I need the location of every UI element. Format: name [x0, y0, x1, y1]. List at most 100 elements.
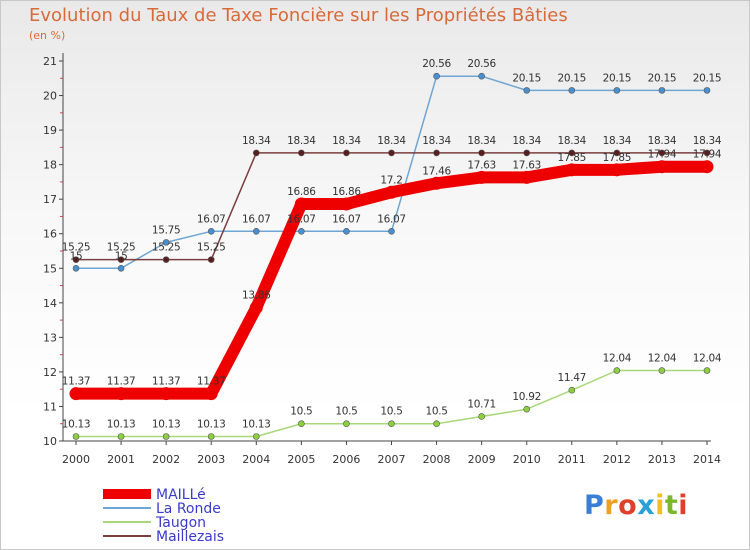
data-label: 16.07	[377, 213, 406, 225]
data-label: 17.85	[603, 152, 632, 164]
data-label: 16.07	[332, 213, 361, 225]
data-label: 18.34	[558, 135, 587, 147]
data-point	[294, 197, 308, 211]
y-tick-label: 12	[43, 366, 57, 379]
y-tick-label: 15	[43, 262, 57, 275]
data-point	[475, 170, 489, 184]
data-label: 10.5	[290, 406, 312, 418]
x-tick-label: 2010	[513, 453, 541, 466]
x-tick-label: 2006	[332, 453, 360, 466]
data-point	[523, 149, 531, 157]
legend-label: La Ronde	[156, 501, 221, 517]
data-label: 11.47	[558, 372, 587, 384]
data-point	[162, 433, 170, 440]
data-label: 18.34	[332, 135, 361, 147]
data-point	[703, 149, 711, 157]
x-tick-label: 2002	[152, 453, 180, 466]
data-label: 18.34	[377, 135, 406, 147]
data-label: 12.04	[648, 353, 677, 365]
data-label: 16.07	[242, 213, 271, 225]
data-point	[252, 433, 260, 440]
data-label: 20.15	[512, 72, 541, 84]
data-label: 16.07	[287, 213, 316, 225]
data-point	[523, 405, 531, 413]
x-tick-label: 2009	[468, 453, 496, 466]
logo-letter: i	[678, 490, 689, 521]
x-tick-label: 2013	[648, 453, 676, 466]
y-tick-label: 20	[43, 90, 57, 103]
data-point	[343, 228, 350, 235]
logo-letter: P	[584, 490, 605, 521]
y-tick-label: 10	[43, 435, 57, 448]
data-label: 18.34	[422, 135, 451, 147]
logo-letter: t	[664, 490, 679, 521]
data-point	[565, 163, 579, 177]
y-tick-label: 17	[43, 193, 57, 206]
data-point	[568, 149, 576, 157]
data-label: 20.15	[648, 72, 677, 84]
data-point	[433, 149, 440, 157]
data-label: 10.92	[512, 391, 541, 403]
data-point	[613, 367, 621, 374]
legend-label: Maillezais	[156, 529, 224, 545]
data-point	[388, 420, 395, 428]
data-label: 20.56	[422, 58, 451, 70]
data-label: 16.07	[197, 213, 226, 225]
data-point	[249, 301, 263, 315]
x-tick-label: 2011	[558, 453, 586, 466]
data-point	[433, 72, 440, 80]
data-label: 15.25	[62, 242, 91, 254]
data-point	[159, 387, 173, 401]
data-point	[658, 87, 666, 94]
data-point	[613, 87, 621, 94]
y-tick-label: 13	[43, 331, 57, 344]
data-point	[523, 87, 531, 94]
data-point	[568, 87, 576, 94]
data-point	[658, 367, 666, 374]
data-point	[298, 228, 305, 235]
data-label: 18.34	[648, 135, 677, 147]
data-point	[339, 197, 353, 211]
data-label: 10.13	[197, 419, 226, 431]
data-label: 11.37	[62, 376, 91, 388]
data-label: 12.04	[693, 353, 722, 365]
x-tick-label: 2000	[62, 453, 90, 466]
legend-label: MAILLé	[156, 487, 206, 503]
data-point	[117, 433, 125, 440]
y-tick-label: 16	[43, 228, 57, 241]
data-label: 20.56	[467, 58, 496, 70]
data-point	[478, 149, 485, 157]
x-tick-label: 2005	[287, 453, 315, 466]
data-point	[703, 367, 711, 374]
x-tick-label: 2012	[603, 453, 631, 466]
data-point	[207, 228, 215, 235]
data-point	[298, 149, 305, 157]
data-label: 10.13	[62, 419, 91, 431]
logo-letter: i	[655, 490, 665, 521]
data-point	[69, 387, 83, 401]
data-point	[207, 256, 215, 263]
chart-title: Evolution du Taux de Taxe Foncière sur l…	[29, 5, 568, 26]
data-label: 10.5	[380, 406, 402, 418]
data-label: 11.37	[197, 376, 226, 388]
data-label: 15	[115, 250, 128, 262]
proxiti-logo: Proxiti	[584, 490, 688, 521]
data-label: 17.94	[648, 149, 677, 161]
y-tick-label: 18	[43, 159, 57, 172]
data-label: 10.13	[152, 419, 181, 431]
data-point	[298, 420, 305, 428]
data-label: 15.25	[152, 242, 181, 254]
data-point	[658, 149, 666, 157]
data-point	[343, 149, 350, 157]
chart-unit-label: (en %)	[29, 29, 66, 42]
x-tick-label: 2003	[197, 453, 225, 466]
data-label: 20.15	[603, 72, 632, 84]
data-point	[478, 413, 485, 420]
data-label: 16.86	[332, 186, 361, 198]
logo-letter: x	[637, 490, 656, 521]
data-label: 16.86	[287, 186, 316, 198]
data-label: 18.34	[693, 135, 722, 147]
data-label: 11.37	[107, 376, 136, 388]
